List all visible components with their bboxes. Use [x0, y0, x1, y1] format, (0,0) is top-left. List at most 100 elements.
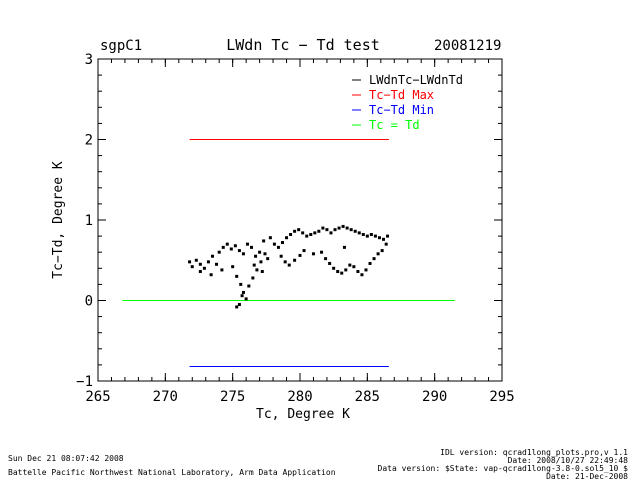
data-point [268, 236, 272, 240]
data-point [250, 245, 254, 249]
data-point [369, 232, 373, 236]
data-point [266, 257, 270, 261]
data-point [209, 273, 213, 277]
data-point [245, 242, 249, 246]
data-point [372, 257, 376, 261]
y-axis: −1 0 1 2 3 [76, 52, 502, 390]
footer-data-version: Data version: $State: vap-qcrad1long-3.8… [378, 464, 629, 473]
data-point [377, 236, 381, 240]
data-point [325, 228, 329, 232]
data-point [217, 250, 221, 254]
data-point [356, 270, 360, 274]
data-point [251, 276, 255, 280]
data-point [231, 265, 235, 269]
data-point [194, 258, 198, 262]
footer-organization: Battelle Pacific Northwest National Labo… [8, 468, 336, 477]
data-point [353, 229, 357, 233]
data-point [320, 250, 324, 254]
data-point [317, 229, 321, 233]
data-point [287, 263, 291, 267]
data-point [293, 258, 297, 262]
data-point [215, 262, 219, 266]
data-point [345, 226, 349, 230]
data-point [254, 254, 258, 258]
data-point [210, 254, 214, 258]
data-point [329, 231, 333, 235]
x-tick-label: 290 [422, 389, 447, 405]
data-point [333, 228, 337, 232]
legend-label: Tc−Td Max [369, 88, 434, 102]
data-point [368, 261, 372, 265]
data-point [342, 245, 346, 249]
chart-title: LWdn Tc − Td test [226, 36, 380, 54]
data-point [313, 231, 317, 235]
y-tick-label: 1 [85, 213, 93, 229]
data-point [340, 271, 344, 275]
x-tick-label: 275 [220, 389, 245, 405]
x-axis: 265 270 275 280 285 290 295 [85, 59, 515, 405]
data-point [239, 282, 243, 286]
y-tick-label: 0 [85, 294, 93, 310]
plot-frame [97, 58, 503, 382]
data-point [272, 242, 276, 246]
footer-idl-version: IDL version: qcrad1long_plots.pro,v 1.1 [440, 448, 628, 457]
data-point [258, 250, 262, 254]
data-point [190, 265, 194, 269]
data-point [348, 263, 352, 267]
data-point [298, 253, 302, 257]
data-point [309, 232, 313, 236]
data-point [302, 249, 306, 253]
data-point [360, 273, 364, 277]
data-point [361, 232, 365, 236]
x-tick-label: 280 [287, 389, 312, 405]
data-point [198, 270, 202, 274]
x-tick-label: 265 [85, 389, 110, 405]
data-point [328, 261, 332, 265]
data-point [384, 242, 388, 246]
data-point [305, 234, 309, 238]
data-point [279, 254, 283, 258]
x-tick-label: 285 [355, 389, 380, 405]
data-point [221, 245, 225, 249]
data-point [202, 266, 206, 270]
data-point [235, 274, 239, 278]
scatter-points [188, 224, 390, 309]
data-point [233, 244, 237, 248]
date-label: 20081219 [434, 38, 501, 54]
y-tick-label: 2 [85, 133, 93, 149]
data-point [324, 257, 328, 261]
data-point [357, 231, 361, 235]
y-axis-label: Tc−Td, Degree K [51, 161, 66, 279]
footer-timestamp: Sun Dec 21 08:07:42 2008 [8, 454, 124, 463]
data-point [255, 268, 259, 272]
data-point [301, 231, 305, 235]
data-point [349, 228, 353, 232]
y-tick-label: 3 [85, 52, 93, 68]
data-point [206, 260, 210, 264]
reference-lines [122, 139, 455, 368]
y-tick-label: −1 [76, 374, 93, 390]
data-point [285, 236, 289, 240]
x-tick-label: 295 [489, 389, 514, 405]
data-point [198, 262, 202, 266]
data-point [332, 266, 336, 270]
data-point [321, 226, 325, 230]
data-point [237, 303, 241, 307]
data-point [229, 247, 233, 251]
data-point [373, 234, 377, 238]
data-point [241, 252, 245, 256]
data-point [252, 263, 256, 267]
data-point [237, 249, 241, 253]
data-point [244, 297, 248, 301]
data-point [263, 252, 267, 256]
x-axis-label: Tc, Degree K [256, 407, 350, 422]
site-label: sgpC1 [100, 38, 142, 54]
data-point [336, 270, 340, 274]
data-point [259, 260, 263, 264]
data-point [276, 245, 280, 249]
data-point [376, 252, 380, 256]
data-point [311, 252, 315, 256]
data-point [280, 241, 284, 245]
